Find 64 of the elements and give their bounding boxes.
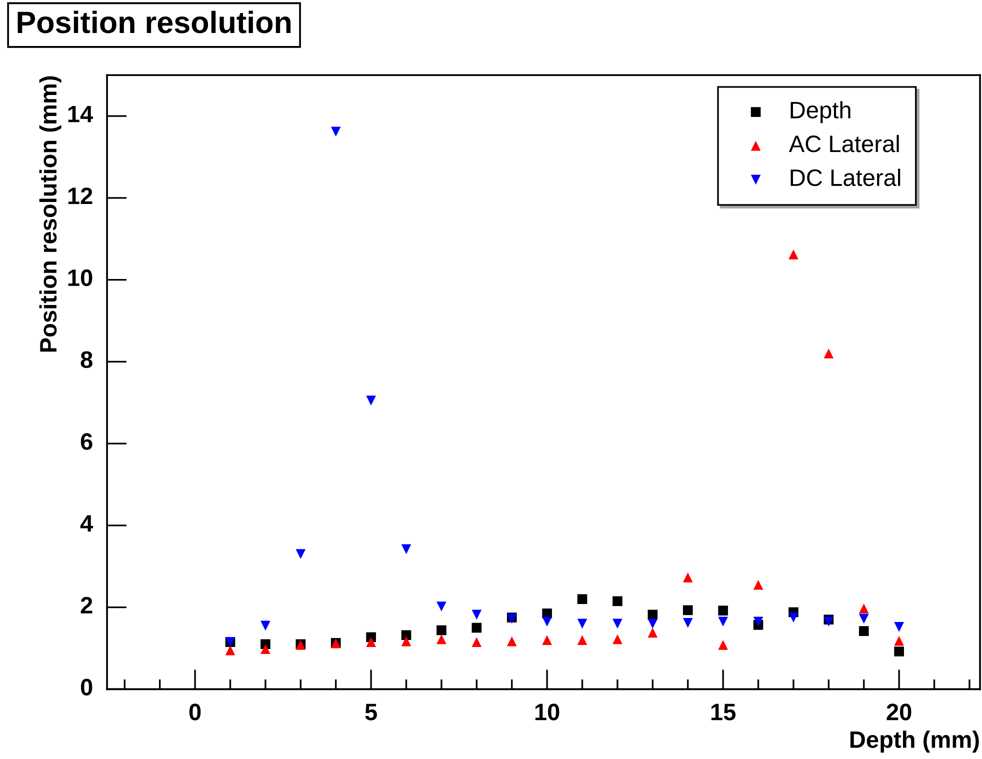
chart-title: Position resolution xyxy=(18,10,291,34)
y-tick-label: 10 xyxy=(68,269,92,286)
point xyxy=(260,620,270,631)
legend-label: Depth xyxy=(790,101,850,124)
point xyxy=(436,625,446,636)
point xyxy=(542,635,552,645)
point xyxy=(682,572,693,582)
x-tick-label: 10 xyxy=(535,704,560,720)
point xyxy=(718,616,728,627)
point xyxy=(577,618,588,629)
point xyxy=(577,594,588,604)
point xyxy=(260,644,270,654)
point xyxy=(858,626,869,636)
x-axis-title: Depth (mm) xyxy=(850,730,979,753)
point xyxy=(330,126,341,137)
point xyxy=(788,250,798,260)
y-tick-label: 2 xyxy=(80,596,92,614)
point xyxy=(858,604,869,614)
point xyxy=(682,618,693,628)
point xyxy=(648,628,658,638)
point xyxy=(577,635,588,645)
point xyxy=(401,636,412,646)
point xyxy=(753,580,764,590)
point xyxy=(894,646,904,656)
x-tick-label: 5 xyxy=(365,704,377,720)
point xyxy=(753,616,764,627)
point xyxy=(401,544,412,554)
point xyxy=(436,634,446,644)
point xyxy=(225,645,236,656)
x-tick-label: 15 xyxy=(711,704,736,720)
point xyxy=(682,605,693,616)
point xyxy=(648,618,658,629)
point xyxy=(472,622,482,633)
point xyxy=(612,618,622,629)
point xyxy=(858,614,869,624)
point xyxy=(401,630,412,640)
point xyxy=(824,616,834,627)
y-tick-label: 0 xyxy=(80,678,92,696)
point xyxy=(436,602,446,612)
point xyxy=(472,610,482,620)
point xyxy=(894,636,904,646)
point xyxy=(542,616,552,627)
point xyxy=(366,396,376,406)
point xyxy=(718,640,728,650)
x-tick-label: 20 xyxy=(886,704,912,720)
point xyxy=(612,634,622,644)
point xyxy=(718,606,728,616)
y-tick-label: 12 xyxy=(68,188,92,204)
y-tick-label: 8 xyxy=(80,351,92,368)
point xyxy=(506,636,517,646)
x-tick-label: 0 xyxy=(189,704,201,720)
point xyxy=(296,549,306,559)
legend-label: AC Lateral xyxy=(788,134,899,152)
point xyxy=(612,596,622,606)
y-axis-title: Position resolution (mm) xyxy=(39,76,62,352)
legend-label: DC Lateral xyxy=(790,168,900,186)
y-tick-label: 14 xyxy=(68,106,94,122)
point xyxy=(472,637,482,648)
point xyxy=(894,622,904,632)
y-tick-label: 6 xyxy=(80,433,92,450)
point xyxy=(366,637,376,648)
point xyxy=(788,612,798,622)
point xyxy=(824,348,834,358)
y-tick-label: 4 xyxy=(80,515,94,532)
